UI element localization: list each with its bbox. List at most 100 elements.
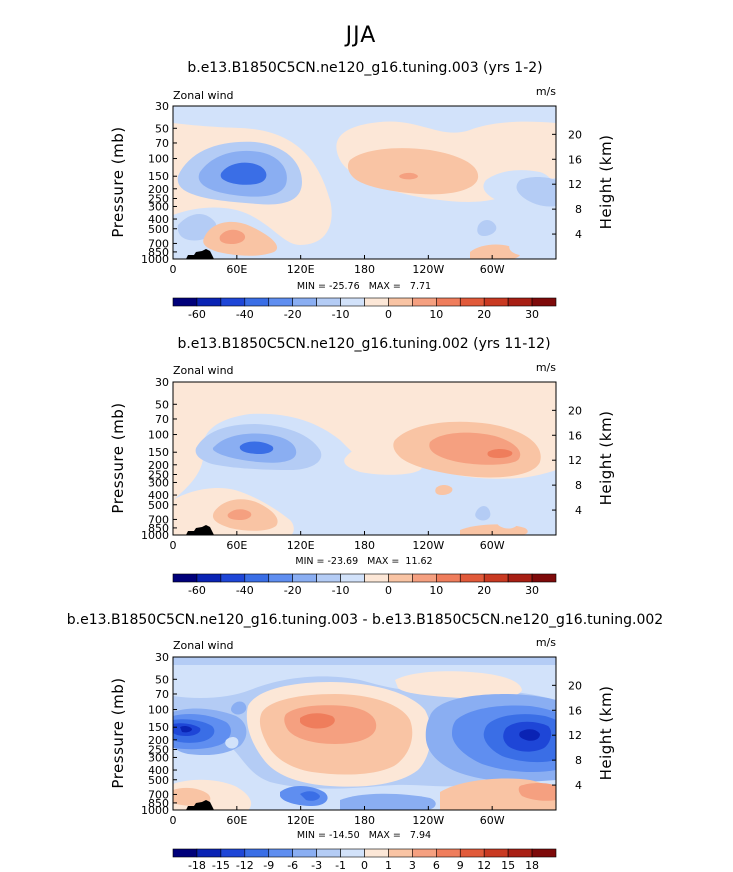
y2-tick-label: 12 (568, 729, 582, 742)
colorbar-label: -3 (311, 859, 322, 872)
y-tick-label: 700 (148, 237, 169, 250)
y-tick-label: 400 (148, 213, 169, 226)
y2-tick-label: 8 (575, 203, 582, 216)
colorbar-swatch (220, 848, 246, 858)
x-tick-label: 60W (480, 263, 505, 276)
panel-1-field (173, 106, 556, 259)
colorbar-label: 3 (409, 859, 416, 872)
panel-1: b.e13.B1850C5CN.ne120_g16.tuning.003 (yr… (109, 60, 615, 321)
y-tick-label: 50 (155, 673, 169, 686)
panel-3-left-label: Zonal wind (173, 639, 234, 652)
colorbar-label: 10 (429, 308, 443, 321)
y-tick-label: 100 (148, 704, 169, 717)
y-tick-label: 30 (155, 376, 169, 389)
colorbar-swatch (244, 573, 270, 583)
colorbar-swatch (292, 848, 317, 858)
x-tick-label: 120W (412, 263, 444, 276)
colorbar-label: -15 (212, 859, 230, 872)
colorbar-swatch (196, 573, 222, 583)
colorbar-swatch (196, 848, 222, 858)
x-tick-label: 120E (287, 263, 315, 276)
colorbar-swatch (483, 848, 509, 858)
y-tick-label: 700 (148, 513, 169, 526)
y-tick-label: 700 (148, 788, 169, 801)
y-tick-label: 300 (148, 200, 169, 213)
x-tick-label: 60W (480, 814, 505, 827)
colorbar-swatch (388, 848, 413, 858)
y-tick-label: 30 (155, 651, 169, 664)
panel-2-stats: MIN = -23.69 MAX = 11.62 (295, 556, 432, 567)
colorbar-label: -18 (188, 859, 206, 872)
y-tick-label: 50 (155, 122, 169, 135)
y-tick-label: 1000 (141, 529, 169, 542)
colorbar-label: 20 (477, 308, 491, 321)
panel-2-units: m/s (536, 361, 556, 374)
colorbar-swatch (436, 297, 461, 307)
colorbar-swatch (316, 848, 341, 858)
colorbar-swatch (483, 573, 509, 583)
colorbar-swatch (364, 573, 389, 583)
y2-tick-label: 20 (568, 128, 582, 141)
colorbar-swatch (364, 297, 389, 307)
x-tick-label: 60E (226, 263, 247, 276)
colorbar-swatch (220, 573, 246, 583)
colorbar-label: -40 (236, 308, 254, 321)
x-tick-label: 180 (354, 814, 375, 827)
colorbar-swatch (412, 297, 437, 307)
y-tick-label: 1000 (141, 804, 169, 817)
y-tick-label: 300 (148, 751, 169, 764)
panel-2-y2label: Height (km) (597, 411, 615, 506)
colorbar-swatch (340, 573, 365, 583)
colorbar-label: 15 (501, 859, 515, 872)
y-tick-label: 200 (148, 734, 169, 747)
y-tick-label: 850 (148, 797, 169, 810)
panel-1-units: m/s (536, 85, 556, 98)
colorbar-swatch (364, 848, 389, 858)
colorbar-label: 10 (429, 584, 443, 597)
panel-3-stats: MIN = -14.50 MAX = 7.94 (297, 830, 431, 841)
panel-3: b.e13.B1850C5CN.ne120_g16.tuning.003 - b… (67, 612, 663, 872)
y2-tick-label: 4 (575, 504, 582, 517)
panel-2-left-label: Zonal wind (173, 364, 234, 377)
colorbar-swatch (388, 297, 413, 307)
x-tick-label: 60W (480, 539, 505, 552)
y2-tick-label: 8 (575, 754, 582, 767)
colorbar-label: -20 (284, 308, 302, 321)
y-tick-label: 100 (148, 153, 169, 166)
y-tick-label: 300 (148, 476, 169, 489)
y-tick-label: 200 (148, 183, 169, 196)
x-tick-label: 0 (170, 814, 177, 827)
colorbar-swatch (483, 297, 509, 307)
colorbar-label: 30 (525, 308, 539, 321)
colorbar-label: 20 (477, 584, 491, 597)
colorbar-label: -10 (332, 584, 350, 597)
x-tick-label: 180 (354, 539, 375, 552)
colorbar-swatch (292, 573, 317, 583)
colorbar-label: 0 (361, 859, 368, 872)
y2-tick-label: 20 (568, 404, 582, 417)
y-tick-label: 1000 (141, 253, 169, 266)
panel-1-ylabel: Pressure (mb) (109, 126, 127, 237)
y2-tick-label: 16 (568, 153, 582, 166)
panel-1-left-label: Zonal wind (173, 89, 234, 102)
colorbar-label: 9 (457, 859, 464, 872)
panel-2-ylabel: Pressure (mb) (109, 402, 127, 513)
colorbar-swatch (172, 848, 198, 858)
y2-tick-label: 8 (575, 479, 582, 492)
colorbar-swatch (292, 297, 317, 307)
colorbar-swatch (340, 848, 365, 858)
colorbar-swatch (507, 297, 533, 307)
panel-3-ylabel: Pressure (mb) (109, 677, 127, 788)
colorbar-label: 0 (385, 584, 392, 597)
colorbar-swatch (459, 848, 485, 858)
y2-tick-label: 12 (568, 454, 582, 467)
panel-1-stats: MIN = -25.76 MAX = 7.71 (297, 281, 431, 292)
colorbar-swatch (244, 297, 270, 307)
y2-tick-label: 20 (568, 679, 582, 692)
colorbar-swatch (531, 297, 557, 307)
colorbar-swatch (459, 573, 485, 583)
figure-title: JJA (344, 23, 377, 48)
panel-3-y2label: Height (km) (597, 686, 615, 781)
y-tick-label: 150 (148, 446, 169, 459)
